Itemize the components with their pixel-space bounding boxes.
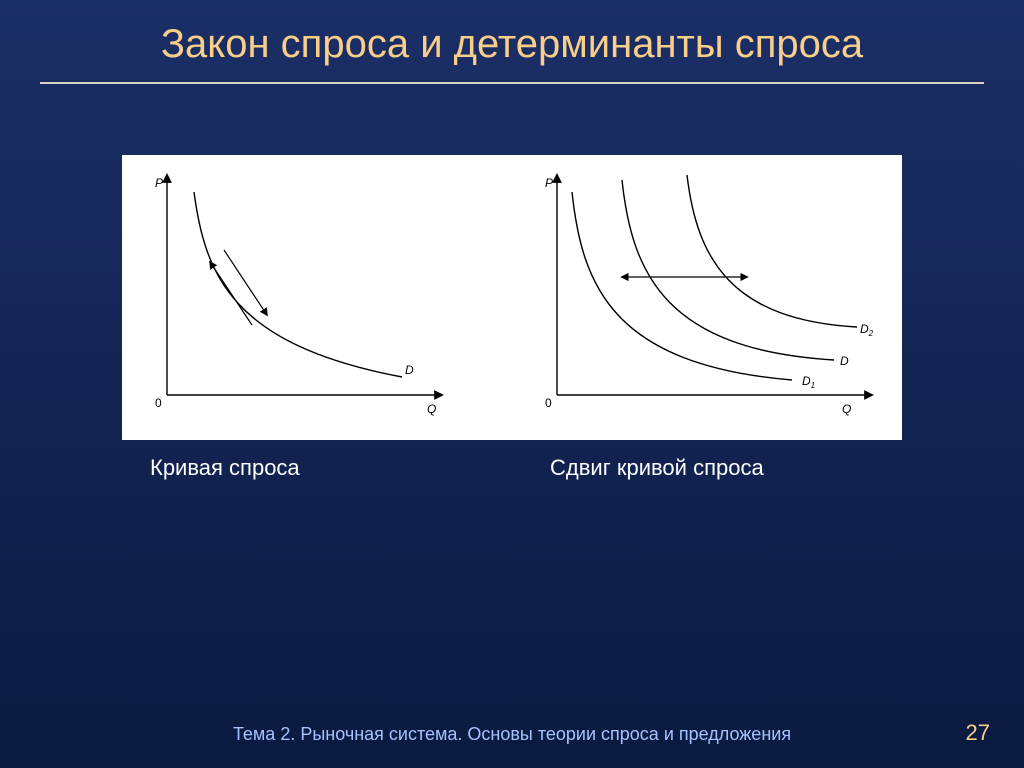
chart-demand-curve: P Q 0 D [155,175,442,416]
chart2-curve-label-d1: D1 [802,374,815,390]
chart1-arrow-down [224,250,267,315]
chart-demand-shift: P Q 0 D1 D D2 [545,175,874,416]
chart2-x-label: Q [842,402,851,416]
caption-left: Кривая спроса [150,455,300,481]
slide-title: Закон спроса и детерминанты спроса [0,22,1024,67]
chart1-x-label: Q [427,402,436,416]
chart2-curve-d [622,180,834,360]
chart2-origin-label: 0 [545,396,552,410]
footer: Тема 2. Рыночная система. Основы теории … [0,720,1024,750]
caption-right: Сдвиг кривой спроса [550,455,764,481]
chart2-curve-d2 [687,175,857,327]
slide: Закон спроса и детерминанты спроса P [0,0,1024,768]
chart2-curve-label-d2: D2 [860,322,874,338]
title-underline [40,82,984,84]
chart2-curve-d1 [572,192,792,380]
chart1-arrow-up [210,262,252,325]
chart1-origin-label: 0 [155,396,162,410]
charts-panel: P Q 0 D P Q 0 D1 [122,155,902,440]
charts-svg: P Q 0 D P Q 0 D1 [122,155,902,440]
footer-text: Тема 2. Рыночная система. Основы теории … [0,724,1024,745]
chart2-y-label: P [545,176,553,190]
page-number: 27 [966,720,990,746]
chart2-curve-label-d: D [840,354,849,368]
chart1-y-label: P [155,176,163,190]
chart1-curve-label: D [405,363,414,377]
